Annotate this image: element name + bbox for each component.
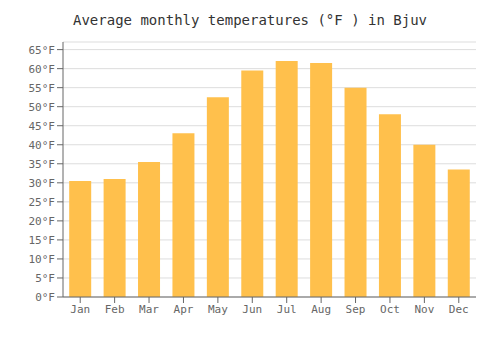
svg-text:55°F: 55°F [29,82,56,95]
svg-text:35°F: 35°F [29,158,56,171]
svg-text:65°F: 65°F [29,44,56,57]
svg-text:30°F: 30°F [29,177,56,190]
svg-text:5°F: 5°F [35,272,55,285]
svg-text:May: May [208,303,228,316]
svg-text:45°F: 45°F [29,120,56,133]
svg-text:Aug: Aug [311,303,331,316]
svg-text:Feb: Feb [105,303,125,316]
svg-text:Sep: Sep [346,303,366,316]
svg-text:15°F: 15°F [29,234,56,247]
svg-text:40°F: 40°F [29,139,56,152]
svg-text:60°F: 60°F [29,63,56,76]
svg-text:0°F: 0°F [35,291,55,304]
svg-text:Jul: Jul [277,303,297,316]
svg-text:Dec: Dec [449,303,469,316]
svg-text:Jan: Jan [70,303,90,316]
svg-text:Oct: Oct [380,303,400,316]
svg-text:20°F: 20°F [29,215,56,228]
svg-text:50°F: 50°F [29,101,56,114]
svg-text:Jun: Jun [242,303,262,316]
svg-text:Apr: Apr [174,303,194,316]
svg-text:25°F: 25°F [29,196,56,209]
svg-text:Mar: Mar [139,303,159,316]
html-text:Average monthly temperatures (: Average monthly temperatures (°F ) in Bj… [73,12,427,28]
svg-text:Nov: Nov [414,303,434,316]
svg-text:10°F: 10°F [29,253,56,266]
